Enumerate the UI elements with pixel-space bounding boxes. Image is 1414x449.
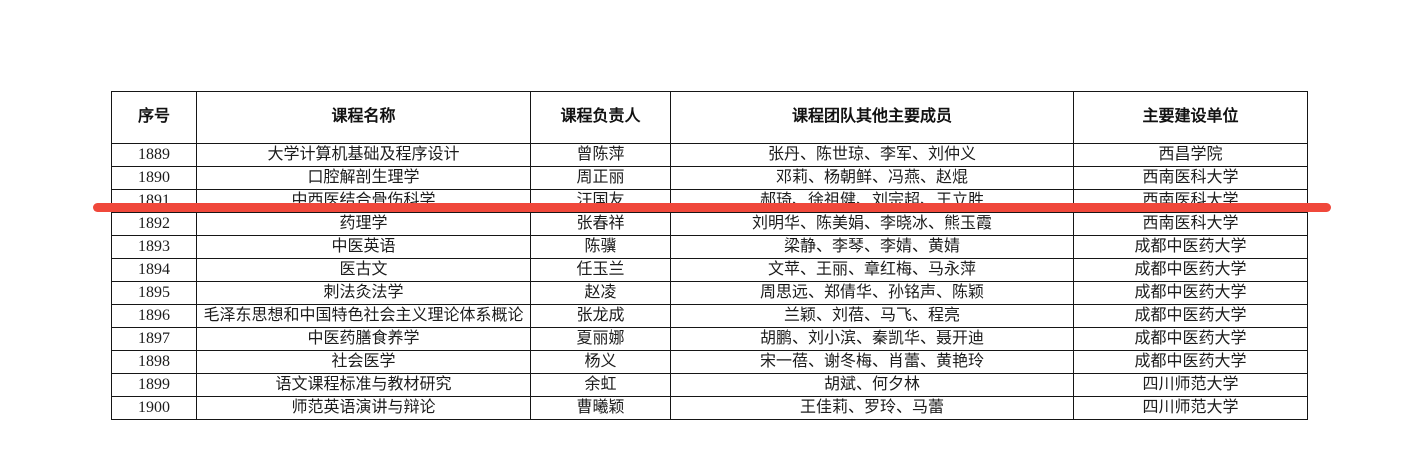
table-cell: 曾陈萍: [530, 143, 671, 167]
table-cell: 西南医科大学: [1073, 166, 1308, 190]
table-row: 1894 医古文 任玉兰 文苹、王丽、章红梅、马永萍 成都中医药大学: [111, 258, 1308, 282]
table-cell: 1898: [111, 350, 197, 374]
table-cell: 1889: [111, 143, 197, 167]
table-cell: 口腔解剖生理学: [196, 166, 531, 190]
table-cell: 成都中医药大学: [1073, 327, 1308, 351]
table-row: 1899 语文课程标准与教材研究 余虹 胡斌、何夕林 四川师范大学: [111, 373, 1308, 397]
table-cell: 师范英语演讲与辩论: [196, 396, 531, 420]
table-cell: 1893: [111, 235, 197, 259]
table-cell: 梁静、李琴、李婧、黄婧: [670, 235, 1074, 259]
table-row: 1890 口腔解剖生理学 周正丽 邓莉、杨朝鲜、冯燕、赵焜 西南医科大学: [111, 166, 1308, 190]
table-cell: 王佳莉、罗玲、马蕾: [670, 396, 1074, 420]
table-row: 1893 中医英语 陈骥 梁静、李琴、李婧、黄婧 成都中医药大学: [111, 235, 1308, 259]
table-cell: 成都中医药大学: [1073, 235, 1308, 259]
table-body: 1889 大学计算机基础及程序设计 曾陈萍 张丹、陈世琼、李军、刘仲义 西昌学院 1890…: [111, 143, 1308, 420]
table-cell: 社会医学: [196, 350, 531, 374]
table-cell: 1900: [111, 396, 197, 420]
table-cell: 1897: [111, 327, 197, 351]
header-main-unit: 主要建设单位: [1073, 91, 1308, 144]
header-team-members: 课程团队其他主要成员: [670, 91, 1074, 144]
table-row: 1896 毛泽东思想和中国特色社会主义理论体系概论 张龙成 兰颖、刘蓓、马飞、程亮 成都…: [111, 304, 1308, 328]
header-course-leader: 课程负责人: [530, 91, 671, 144]
table-cell: 1899: [111, 373, 197, 397]
table-cell: 成都中医药大学: [1073, 304, 1308, 328]
table-cell: 兰颖、刘蓓、马飞、程亮: [670, 304, 1074, 328]
table-cell: 毛泽东思想和中国特色社会主义理论体系概论: [196, 304, 531, 328]
table-cell: 陈骥: [530, 235, 671, 259]
table-cell: 西昌学院: [1073, 143, 1308, 167]
table-cell: 胡斌、何夕林: [670, 373, 1074, 397]
table-cell: 曹曦颖: [530, 396, 671, 420]
table-cell: 四川师范大学: [1073, 373, 1308, 397]
table-row: 1900 师范英语演讲与辩论 曹曦颖 王佳莉、罗玲、马蕾 四川师范大学: [111, 396, 1308, 420]
table-row: 1897 中医药膳食养学 夏丽娜 胡鹏、刘小滨、秦凯华、聂开迪 成都中医药大学: [111, 327, 1308, 351]
table-cell: 周思远、郑倩华、孙铭声、陈颖: [670, 281, 1074, 305]
table-cell: 夏丽娜: [530, 327, 671, 351]
table-cell: 胡鹏、刘小滨、秦凯华、聂开迪: [670, 327, 1074, 351]
table-cell: 余虹: [530, 373, 671, 397]
table-cell: 邓莉、杨朝鲜、冯燕、赵焜: [670, 166, 1074, 190]
table-cell: 张丹、陈世琼、李军、刘仲义: [670, 143, 1074, 167]
table-cell: 成都中医药大学: [1073, 281, 1308, 305]
table-cell: 1896: [111, 304, 197, 328]
table-cell: 大学计算机基础及程序设计: [196, 143, 531, 167]
red-highlight-line: [93, 203, 1331, 212]
header-course-name: 课程名称: [196, 91, 531, 144]
table-cell: 宋一蓓、谢冬梅、肖蕾、黄艳玲: [670, 350, 1074, 374]
table-cell: 医古文: [196, 258, 531, 282]
table-cell: 西南医科大学: [1073, 212, 1308, 236]
table-cell: 四川师范大学: [1073, 396, 1308, 420]
table-cell: 中医药膳食养学: [196, 327, 531, 351]
table-cell: 张春祥: [530, 212, 671, 236]
header-seq: 序号: [111, 91, 197, 144]
table-cell: 1894: [111, 258, 197, 282]
table-row: 1892 药理学 张春祥 刘明华、陈美娟、李晓冰、熊玉霞 西南医科大学: [111, 212, 1308, 236]
table-row: 1898 社会医学 杨义 宋一蓓、谢冬梅、肖蕾、黄艳玲 成都中医药大学: [111, 350, 1308, 374]
table-cell: 成都中医药大学: [1073, 258, 1308, 282]
course-table: 序号 课程名称 课程负责人 课程团队其他主要成员 主要建设单位 1889 大学计算…: [111, 91, 1308, 420]
table-cell: 1895: [111, 281, 197, 305]
table-cell: 中医英语: [196, 235, 531, 259]
table-cell: 成都中医药大学: [1073, 350, 1308, 374]
table-cell: 1890: [111, 166, 197, 190]
table-cell: 张龙成: [530, 304, 671, 328]
table-cell: 赵凌: [530, 281, 671, 305]
table-cell: 周正丽: [530, 166, 671, 190]
table-cell: 刘明华、陈美娟、李晓冰、熊玉霞: [670, 212, 1074, 236]
table-cell: 刺法灸法学: [196, 281, 531, 305]
table-cell: 杨义: [530, 350, 671, 374]
table-cell: 语文课程标准与教材研究: [196, 373, 531, 397]
table-cell: 药理学: [196, 212, 531, 236]
table-cell: 1892: [111, 212, 197, 236]
table-row: 1889 大学计算机基础及程序设计 曾陈萍 张丹、陈世琼、李军、刘仲义 西昌学院: [111, 143, 1308, 167]
table-cell: 任玉兰: [530, 258, 671, 282]
table-header-row: 序号 课程名称 课程负责人 课程团队其他主要成员 主要建设单位: [111, 91, 1308, 144]
table-row: 1895 刺法灸法学 赵凌 周思远、郑倩华、孙铭声、陈颖 成都中医药大学: [111, 281, 1308, 305]
table-cell: 文苹、王丽、章红梅、马永萍: [670, 258, 1074, 282]
